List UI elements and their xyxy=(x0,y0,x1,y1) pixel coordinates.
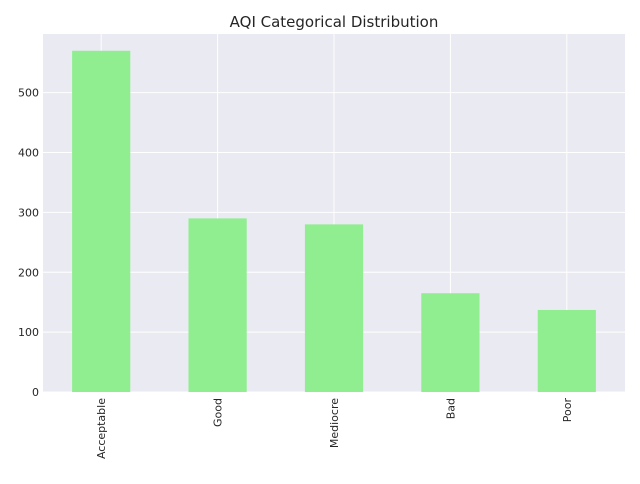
y-tick-label: 400 xyxy=(18,147,39,160)
bar-poor xyxy=(537,309,596,392)
y-tick-label: 100 xyxy=(18,326,39,339)
x-tick-label: Bad xyxy=(444,398,457,419)
y-tick-labels: 0 100 200 300 400 500 xyxy=(18,87,39,399)
y-tick-label: 500 xyxy=(18,87,39,100)
bar-mediocre xyxy=(304,224,364,392)
bar-acceptable xyxy=(72,50,131,392)
x-tick-labels: Acceptable Good Mediocre Bad Poor xyxy=(95,398,574,460)
x-tick-label: Mediocre xyxy=(328,398,341,448)
y-tick-label: 0 xyxy=(32,386,39,399)
x-tick-label: Good xyxy=(212,398,225,427)
x-tick-label: Poor xyxy=(561,398,574,423)
chart-title: AQI Categorical Distribution xyxy=(230,13,439,31)
y-tick-label: 200 xyxy=(18,266,39,279)
y-tick-label: 300 xyxy=(18,206,39,219)
x-tick-label: Acceptable xyxy=(95,398,108,459)
bars xyxy=(72,50,596,392)
bar-bad xyxy=(421,293,480,392)
bar-good xyxy=(188,218,247,392)
